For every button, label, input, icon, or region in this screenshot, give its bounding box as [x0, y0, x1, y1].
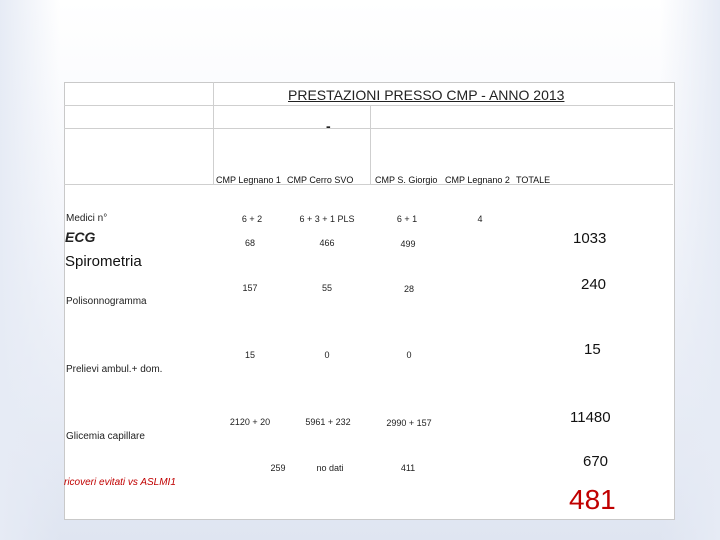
cell-medici-sgiorgio: 6 + 1 — [396, 214, 418, 224]
cell-prelievi-sgiorgio: 2990 + 157 — [386, 418, 432, 428]
total-spirometria: 240 — [581, 276, 607, 293]
cell-spirometria-sgiorgio: 28 — [403, 284, 414, 294]
row-label-spirometria: Spirometria — [65, 253, 142, 270]
row-label-prelievi: Prelievi ambul.+ dom. — [66, 364, 163, 375]
total-ricoveri: 481 — [569, 484, 616, 515]
cell-glicemia-sgiorgio: 411 — [400, 463, 416, 473]
cell-medici-legnano2: 4 — [477, 214, 483, 224]
cell-medici-legnano1: 6 + 2 — [241, 214, 263, 224]
cell-prelievi-legnano1: 2120 + 20 — [229, 417, 271, 427]
row-label-medici: Medici n° — [66, 213, 108, 224]
cell-ecg-sgiorgio: 499 — [400, 239, 416, 249]
total-glicemia: 670 — [583, 453, 609, 470]
cell-ecg-cerro: 466 — [319, 238, 335, 248]
row-label-ricoveri: ricoveri evitati vs ASLMI1 — [64, 477, 176, 488]
total-prelievi: 11480 — [570, 409, 611, 426]
row-label-glicemia: Glicemia capillare — [66, 431, 145, 442]
table-divider — [370, 105, 371, 184]
cell-polisonnogramma-legnano1: 15 — [244, 350, 255, 360]
cell-glicemia-cerro: no dati — [316, 463, 344, 473]
slide-background-left — [0, 0, 60, 540]
header-cmp-legnano-1: CMP Legnano 1 — [216, 175, 281, 185]
header-cmp-cerro: CMP Cerro SVO — [287, 175, 354, 185]
subtitle-dash: - — [326, 118, 331, 134]
cell-medici-cerro: 6 + 3 + 1 PLS — [299, 214, 355, 224]
cell-spirometria-cerro: 55 — [321, 283, 332, 293]
cell-polisonnogramma-cerro: 0 — [324, 350, 330, 360]
table-divider — [64, 128, 673, 129]
header-cmp-sgiorgio: CMP S. Giorgio — [375, 175, 438, 185]
cell-ecg-legnano1: 68 — [244, 238, 255, 248]
cell-polisonnogramma-sgiorgio: 0 — [406, 350, 412, 360]
prestazioni-table — [64, 82, 675, 520]
total-ecg: 1033 — [573, 230, 607, 247]
row-label-polisonnogramma: Polisonnogramma — [66, 296, 147, 307]
row-label-ecg: ECG — [65, 229, 96, 245]
header-cmp-legnano-2: CMP Legnano 2 — [445, 175, 510, 185]
cell-spirometria-legnano1: 157 — [242, 283, 258, 293]
header-totale: TOTALE — [516, 175, 551, 185]
cell-glicemia-legnano1: 259 — [270, 463, 286, 473]
table-divider — [213, 82, 214, 184]
table-divider — [64, 184, 673, 185]
total-polisonnogramma: 15 — [584, 341, 601, 358]
table-divider — [64, 105, 673, 106]
page-title: PRESTAZIONI PRESSO CMP - ANNO 2013 — [288, 87, 565, 103]
cell-prelievi-cerro: 5961 + 232 — [305, 417, 351, 427]
